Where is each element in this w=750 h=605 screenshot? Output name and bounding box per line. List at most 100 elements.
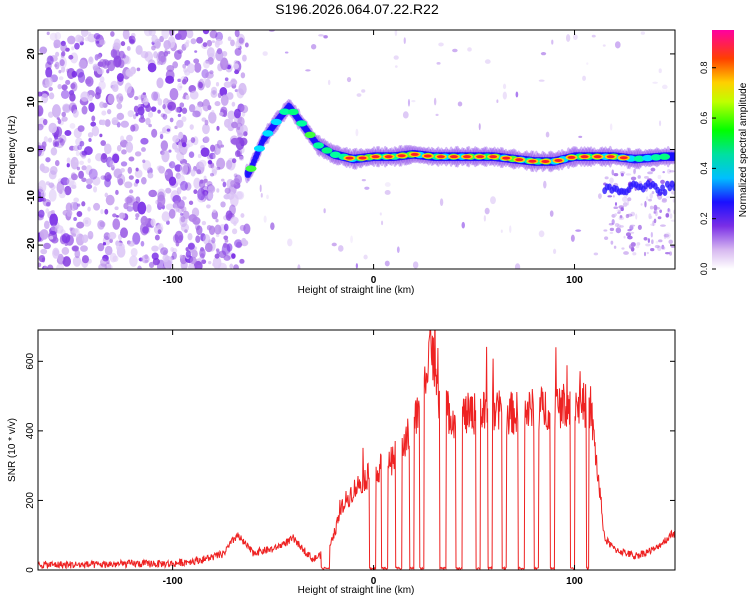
noise-blob bbox=[67, 35, 76, 45]
noise-blob bbox=[337, 245, 344, 252]
noise-blob bbox=[187, 242, 195, 250]
noise-blob bbox=[55, 159, 60, 167]
noise-blob bbox=[361, 178, 366, 182]
noise-blob bbox=[176, 145, 183, 151]
noise-blob bbox=[50, 147, 58, 156]
ridge-hot bbox=[606, 155, 615, 159]
noise-blob bbox=[130, 247, 138, 257]
noise-blob bbox=[619, 171, 626, 175]
noise-blob bbox=[93, 202, 101, 211]
noise-blob bbox=[53, 39, 62, 49]
noise-blob bbox=[660, 179, 665, 184]
noise-blob bbox=[160, 140, 169, 151]
noise-blob bbox=[231, 158, 237, 164]
snr-y-ticks: 0 200 400 600 bbox=[25, 353, 675, 573]
noise-blob bbox=[632, 252, 637, 256]
noise-blob bbox=[484, 59, 491, 64]
noise-blob bbox=[202, 30, 210, 35]
noise-blob bbox=[142, 97, 149, 106]
ridge-bead bbox=[650, 154, 662, 161]
noise-blob bbox=[384, 260, 390, 267]
noise-blob bbox=[231, 253, 236, 259]
noise-blob bbox=[171, 142, 178, 150]
noise-blob bbox=[287, 238, 293, 247]
noise-blob bbox=[653, 204, 658, 211]
noise-blob bbox=[45, 201, 51, 207]
noise-blob bbox=[407, 98, 411, 107]
noise-blob bbox=[212, 256, 222, 269]
noise-blob bbox=[99, 39, 106, 46]
noise-blob bbox=[48, 182, 55, 188]
noise-blob bbox=[623, 235, 626, 239]
noise-blob bbox=[220, 57, 229, 71]
noise-blob bbox=[661, 198, 667, 201]
noise-blob bbox=[549, 210, 554, 217]
noise-blob bbox=[38, 144, 43, 157]
noise-blob bbox=[240, 213, 245, 218]
noise-blob bbox=[60, 89, 70, 99]
ridge-hot bbox=[489, 155, 498, 159]
noise-blob bbox=[152, 258, 158, 266]
noise-blob bbox=[71, 184, 77, 190]
noise-blob bbox=[619, 215, 623, 219]
noise-blob bbox=[231, 101, 236, 107]
noise-blob bbox=[46, 31, 50, 36]
noise-blob bbox=[88, 94, 93, 102]
noise-blob bbox=[144, 51, 154, 63]
noise-blob bbox=[80, 30, 89, 38]
noise-blob bbox=[69, 123, 76, 129]
noise-blob bbox=[271, 117, 274, 120]
noise-blob bbox=[112, 153, 120, 164]
noise-blob bbox=[649, 193, 653, 199]
noise-blob bbox=[215, 218, 219, 223]
noise-blob bbox=[643, 251, 647, 257]
noise-blob bbox=[239, 137, 248, 146]
noise-blob bbox=[647, 238, 651, 243]
noise-blob bbox=[202, 234, 211, 245]
noise-blob bbox=[182, 63, 187, 69]
noise-blob bbox=[637, 224, 642, 230]
noise-blob bbox=[346, 77, 352, 83]
noise-blob bbox=[88, 56, 94, 65]
noise-blob bbox=[658, 120, 662, 127]
noise-blob bbox=[99, 101, 105, 109]
noise-blob bbox=[61, 233, 71, 244]
noise-blob bbox=[137, 201, 147, 215]
noise-blob bbox=[565, 34, 571, 42]
noise-blob bbox=[635, 245, 640, 249]
noise-blob bbox=[242, 54, 247, 62]
noise-blob bbox=[177, 199, 185, 209]
noise-blob bbox=[233, 63, 240, 70]
noise-blob bbox=[234, 30, 240, 38]
noise-blob bbox=[126, 195, 135, 206]
noise-blob bbox=[145, 117, 151, 126]
x-tick-label: -100 bbox=[163, 275, 183, 286]
noise-blob bbox=[207, 105, 212, 111]
noise-blob bbox=[582, 75, 586, 81]
noise-blob bbox=[193, 58, 200, 64]
noise-blob bbox=[220, 144, 225, 148]
noise-blob bbox=[109, 252, 117, 263]
noise-blob bbox=[216, 148, 221, 155]
noise-blob bbox=[214, 253, 220, 259]
colorbar-tick-label: 0.0 bbox=[699, 263, 709, 276]
noise-blob bbox=[169, 30, 175, 37]
noise-blob bbox=[243, 131, 248, 137]
noise-blob bbox=[69, 227, 73, 231]
noise-blob bbox=[661, 84, 668, 90]
noise-blob bbox=[215, 31, 224, 42]
noise-blob bbox=[104, 178, 111, 188]
noise-blob bbox=[234, 47, 242, 56]
noise-blob bbox=[646, 196, 649, 201]
noise-blob bbox=[216, 188, 220, 193]
noise-blob bbox=[210, 144, 216, 152]
noise-blob bbox=[180, 212, 184, 216]
noise-blob bbox=[177, 78, 182, 83]
noise-blob bbox=[112, 218, 121, 230]
noise-blob bbox=[81, 177, 87, 183]
noise-blob bbox=[593, 252, 599, 256]
noise-blob bbox=[629, 224, 636, 227]
noise-blob bbox=[635, 213, 638, 220]
ridge-bead bbox=[659, 153, 671, 160]
noise-blob bbox=[49, 213, 58, 227]
